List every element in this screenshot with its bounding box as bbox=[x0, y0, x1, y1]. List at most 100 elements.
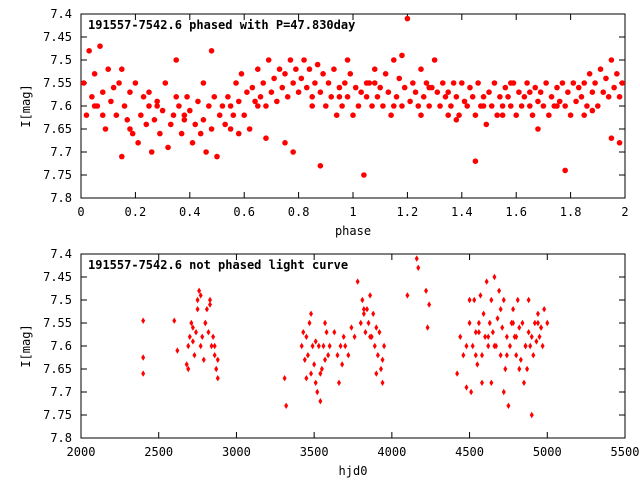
data-point bbox=[535, 126, 541, 132]
data-point bbox=[124, 117, 131, 123]
data-point bbox=[170, 112, 177, 118]
data-point bbox=[148, 149, 155, 155]
data-point bbox=[426, 84, 432, 91]
x-tick-label: 4500 bbox=[455, 445, 484, 459]
data-point bbox=[548, 94, 555, 100]
data-point bbox=[186, 365, 191, 373]
data-point bbox=[298, 75, 305, 82]
data-point bbox=[600, 89, 607, 95]
data-point bbox=[314, 61, 321, 68]
data-point bbox=[309, 310, 314, 317]
data-point bbox=[502, 84, 509, 91]
data-point bbox=[488, 103, 495, 109]
data-point bbox=[500, 324, 505, 331]
x-tick-label: 2 bbox=[621, 205, 628, 219]
data-point bbox=[382, 71, 389, 77]
data-point bbox=[494, 112, 500, 118]
data-point bbox=[368, 292, 373, 299]
data-point bbox=[200, 333, 205, 340]
data-point bbox=[475, 80, 481, 86]
data-point bbox=[490, 329, 495, 336]
data-point bbox=[265, 57, 272, 63]
data-point bbox=[290, 149, 296, 155]
data-point bbox=[181, 117, 188, 123]
y-tick-label: 7.45 bbox=[43, 270, 72, 284]
y-tick-label: 7.8 bbox=[50, 431, 72, 445]
x-tick-label: 1.4 bbox=[451, 205, 473, 219]
data-point bbox=[455, 370, 460, 377]
data-point bbox=[119, 66, 125, 72]
data-point bbox=[222, 121, 228, 128]
data-point bbox=[608, 135, 615, 141]
data-point bbox=[301, 57, 307, 63]
data-point bbox=[192, 121, 199, 128]
data-point bbox=[524, 80, 530, 86]
x-axis-label: phase bbox=[335, 224, 371, 238]
data-point bbox=[378, 365, 383, 373]
data-point bbox=[445, 89, 452, 95]
data-point bbox=[514, 352, 519, 359]
data-point bbox=[319, 365, 324, 373]
data-point bbox=[418, 112, 424, 118]
x-tick-label: 1 bbox=[349, 205, 356, 219]
y-tick-label: 7.5 bbox=[50, 293, 72, 307]
data-point bbox=[338, 342, 343, 350]
data-point bbox=[313, 338, 318, 345]
data-point bbox=[227, 126, 234, 132]
data-point bbox=[323, 103, 329, 109]
data-point bbox=[505, 94, 511, 100]
data-point bbox=[431, 57, 438, 63]
data-point bbox=[201, 356, 206, 363]
data-point bbox=[545, 319, 550, 327]
data-point bbox=[299, 342, 304, 350]
data-point bbox=[556, 98, 563, 105]
data-point bbox=[528, 342, 533, 350]
data-point bbox=[534, 338, 539, 345]
data-point bbox=[483, 121, 490, 128]
data-point bbox=[377, 84, 384, 91]
data-point bbox=[529, 112, 536, 118]
data-point bbox=[515, 296, 520, 304]
data-point bbox=[317, 89, 324, 95]
data-point bbox=[246, 126, 253, 132]
y-tick-label: 7.4 bbox=[50, 7, 72, 21]
data-point bbox=[592, 80, 598, 86]
data-point bbox=[595, 103, 601, 109]
data-point bbox=[371, 310, 376, 317]
data-point bbox=[254, 103, 261, 109]
chart-title: 191557-7542.6 phased with P=47.830day bbox=[88, 18, 355, 32]
data-point bbox=[366, 319, 371, 327]
data-point bbox=[189, 319, 194, 327]
data-point bbox=[249, 84, 256, 91]
data-point bbox=[206, 103, 212, 109]
data-point bbox=[450, 80, 457, 86]
data-point bbox=[209, 342, 214, 350]
data-point bbox=[484, 278, 489, 285]
data-point bbox=[529, 333, 534, 340]
data-point bbox=[325, 80, 332, 86]
data-point bbox=[337, 379, 342, 386]
data-point bbox=[480, 94, 487, 100]
data-point bbox=[478, 292, 483, 299]
data-point bbox=[480, 352, 485, 359]
data-point bbox=[374, 370, 379, 377]
data-point bbox=[263, 103, 269, 109]
data-point bbox=[105, 66, 111, 72]
data-point bbox=[165, 144, 171, 151]
x-tick-label: 0.4 bbox=[179, 205, 201, 219]
data-point bbox=[197, 130, 204, 137]
y-tick-label: 7.65 bbox=[43, 122, 72, 136]
data-point bbox=[486, 89, 492, 95]
data-point bbox=[461, 98, 468, 105]
data-point bbox=[472, 296, 477, 304]
data-point bbox=[368, 333, 373, 340]
x-tick-label: 2500 bbox=[144, 445, 173, 459]
data-point bbox=[317, 163, 324, 169]
data-point bbox=[80, 80, 87, 86]
data-point bbox=[200, 80, 207, 86]
data-point bbox=[235, 98, 242, 105]
data-point bbox=[252, 98, 258, 105]
data-point bbox=[187, 107, 193, 114]
data-point bbox=[287, 57, 294, 63]
